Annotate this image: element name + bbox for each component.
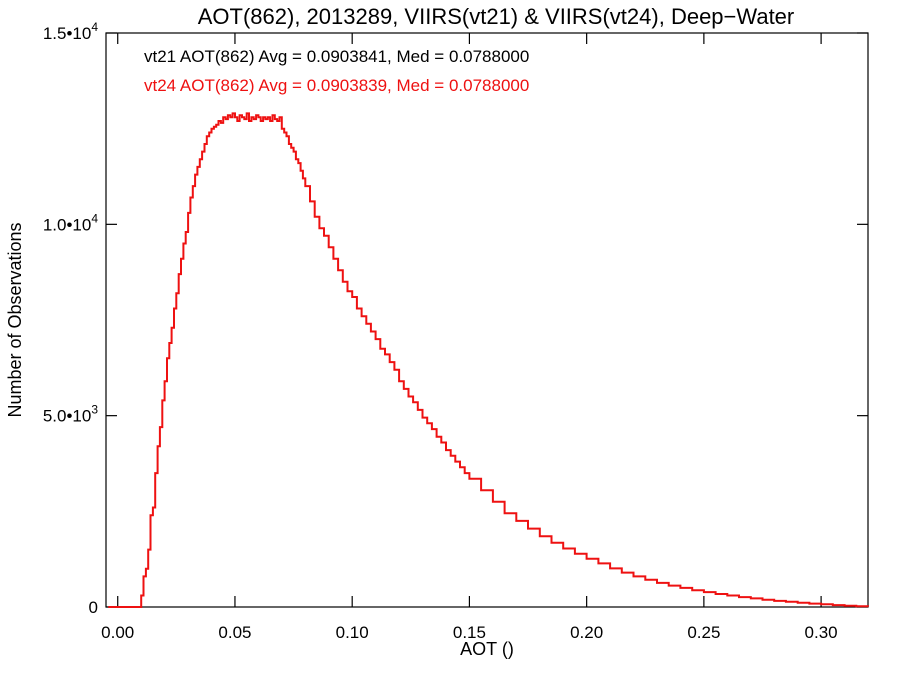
x-tick-label: 0.00 xyxy=(101,623,134,642)
y-tick-label: 0 xyxy=(89,598,98,617)
y-tick-exponent: 3 xyxy=(91,403,98,417)
y-tick-exponent: 4 xyxy=(91,211,98,225)
y-axis-label: Number of Observations xyxy=(5,222,25,417)
x-tick-label: 0.10 xyxy=(336,623,369,642)
y-tick-mantissa: 5.0•10 xyxy=(43,407,92,426)
x-tick-label: 0.15 xyxy=(453,623,486,642)
x-tick-label: 0.20 xyxy=(570,623,603,642)
x-tick-label: 0.25 xyxy=(687,623,720,642)
x-axis-label: AOT () xyxy=(460,639,514,659)
plot-frame xyxy=(105,32,869,608)
series-group xyxy=(108,112,869,608)
x-tick-label: 0.05 xyxy=(218,623,251,642)
chart-title: AOT(862), 2013289, VIIRS(vt21) & VIIRS(v… xyxy=(198,4,795,29)
histogram-line-series-0 xyxy=(108,112,869,608)
annotation-vt21: vt21 AOT(862) Avg = 0.0903841, Med = 0.0… xyxy=(144,47,529,66)
y-tick-label: 1.5•104 xyxy=(43,20,99,43)
y-tick-mantissa: 1.0•10 xyxy=(43,215,92,234)
y-tick-label: 1.0•104 xyxy=(43,211,99,234)
y-tick-mantissa: 1.5•10 xyxy=(43,24,92,43)
y-tick-exponent: 4 xyxy=(91,20,98,34)
y-tick-mantissa: 0 xyxy=(89,598,98,617)
x-tick-label: 0.30 xyxy=(805,623,838,642)
annotation-vt24: vt24 AOT(862) Avg = 0.0903839, Med = 0.0… xyxy=(144,76,529,95)
x-axis-ticks: 0.00 0.05 0.10 0.15 0.20 0.25 0.30 xyxy=(101,33,838,642)
y-tick-label: 5.0•103 xyxy=(43,403,99,426)
